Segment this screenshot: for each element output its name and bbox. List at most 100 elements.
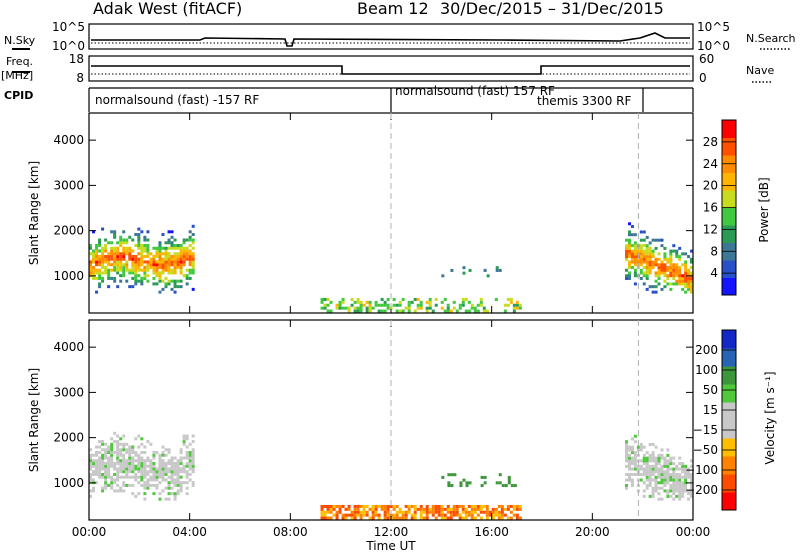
echo-cell xyxy=(143,276,147,280)
echo-cell xyxy=(449,516,453,520)
echo-cell xyxy=(341,306,345,310)
echo-cell xyxy=(678,478,682,482)
echo-cell xyxy=(518,504,522,508)
echo-cell xyxy=(440,516,444,520)
echo-cell xyxy=(654,274,658,278)
echo-cell xyxy=(684,266,688,270)
echo-cell xyxy=(134,257,138,261)
echo-cell xyxy=(353,516,357,520)
echo-cell xyxy=(660,478,664,482)
echo-cell xyxy=(104,260,108,264)
echo-cell xyxy=(687,492,691,496)
echo-cell xyxy=(137,263,141,267)
echo-cell xyxy=(392,303,396,307)
echo-cell xyxy=(185,451,189,455)
echo-cell xyxy=(672,268,676,272)
echo-cell xyxy=(191,260,195,264)
echo-cell xyxy=(681,481,685,485)
echo-cell xyxy=(675,266,679,270)
echo-cell xyxy=(625,244,629,248)
echo-cell xyxy=(666,274,670,278)
echo-cell xyxy=(684,290,688,294)
echo-cell xyxy=(92,453,96,457)
echo-cell xyxy=(690,257,694,261)
echo-cell xyxy=(648,453,652,457)
echo-cell xyxy=(669,274,673,278)
echo-cell xyxy=(116,265,120,269)
echo-cell xyxy=(494,297,498,301)
echo-cell xyxy=(158,254,162,258)
echo-cell xyxy=(167,492,171,496)
echo-cell xyxy=(185,481,189,485)
echo-cell xyxy=(173,470,177,474)
echo-cell xyxy=(95,464,99,468)
echo-cell xyxy=(122,271,126,275)
echo-cell xyxy=(684,475,688,479)
echo-cell xyxy=(182,437,186,441)
echo-cell xyxy=(143,497,147,501)
echo-cell xyxy=(625,445,629,449)
echo-cell xyxy=(146,483,150,487)
echo-cell xyxy=(323,510,327,514)
echo-cell xyxy=(440,510,444,514)
echo-cell xyxy=(657,276,661,280)
echo-cell xyxy=(672,483,676,487)
echo-cell xyxy=(383,513,387,517)
echo-cell xyxy=(672,266,676,270)
echo-cell xyxy=(137,260,141,264)
echo-cell xyxy=(455,510,459,514)
echo-cell xyxy=(101,486,105,490)
echo-cell xyxy=(654,257,658,261)
echo-cell xyxy=(191,453,195,457)
echo-cell xyxy=(143,486,147,490)
echo-cell xyxy=(125,470,129,474)
echo-cell xyxy=(648,252,652,256)
echo-cell xyxy=(323,306,327,310)
echo-cell xyxy=(380,297,384,301)
echo-cell xyxy=(134,265,138,269)
echo-cell xyxy=(431,309,435,313)
echo-cell xyxy=(627,244,631,248)
echo-cell xyxy=(467,513,471,517)
echo-cell xyxy=(645,255,649,259)
echo-cell xyxy=(89,268,93,272)
echo-cell xyxy=(107,475,111,479)
echo-cell xyxy=(140,472,144,476)
echo-cell xyxy=(119,268,123,272)
colorbar-swatch xyxy=(722,260,736,278)
echo-cell xyxy=(642,274,646,278)
echo-cell xyxy=(143,475,147,479)
echo-cell xyxy=(678,462,682,466)
echo-cell xyxy=(326,507,330,511)
echo-cell xyxy=(377,516,381,520)
echo-cell xyxy=(473,309,477,313)
echo-cell xyxy=(464,516,468,520)
echo-cell xyxy=(470,507,474,511)
echo-cell xyxy=(495,266,499,270)
echo-cell xyxy=(98,461,102,465)
echo-cell xyxy=(173,285,177,289)
echo-cell xyxy=(185,445,189,449)
echo-cell xyxy=(134,268,138,272)
echo-cell xyxy=(149,265,153,269)
echo-cell xyxy=(654,478,658,482)
echo-cell xyxy=(353,504,357,508)
echo-cell xyxy=(630,456,634,460)
echo-cell xyxy=(651,249,655,253)
echo-cell xyxy=(176,254,180,258)
echo-cell xyxy=(639,263,643,267)
echo-cell xyxy=(651,486,655,490)
echo-cell xyxy=(503,507,507,511)
echo-cell xyxy=(353,300,357,304)
colorbar-swatch xyxy=(722,438,736,457)
echo-cell xyxy=(122,464,126,468)
echo-cell xyxy=(98,475,102,479)
echo-cell xyxy=(170,459,174,463)
echo-cell xyxy=(155,451,159,455)
echo-cell xyxy=(681,263,685,267)
echo-cell xyxy=(173,494,177,498)
echo-cell xyxy=(428,303,432,307)
echo-cell xyxy=(119,279,123,283)
echo-cell xyxy=(464,507,468,511)
echo-cell xyxy=(110,483,114,487)
